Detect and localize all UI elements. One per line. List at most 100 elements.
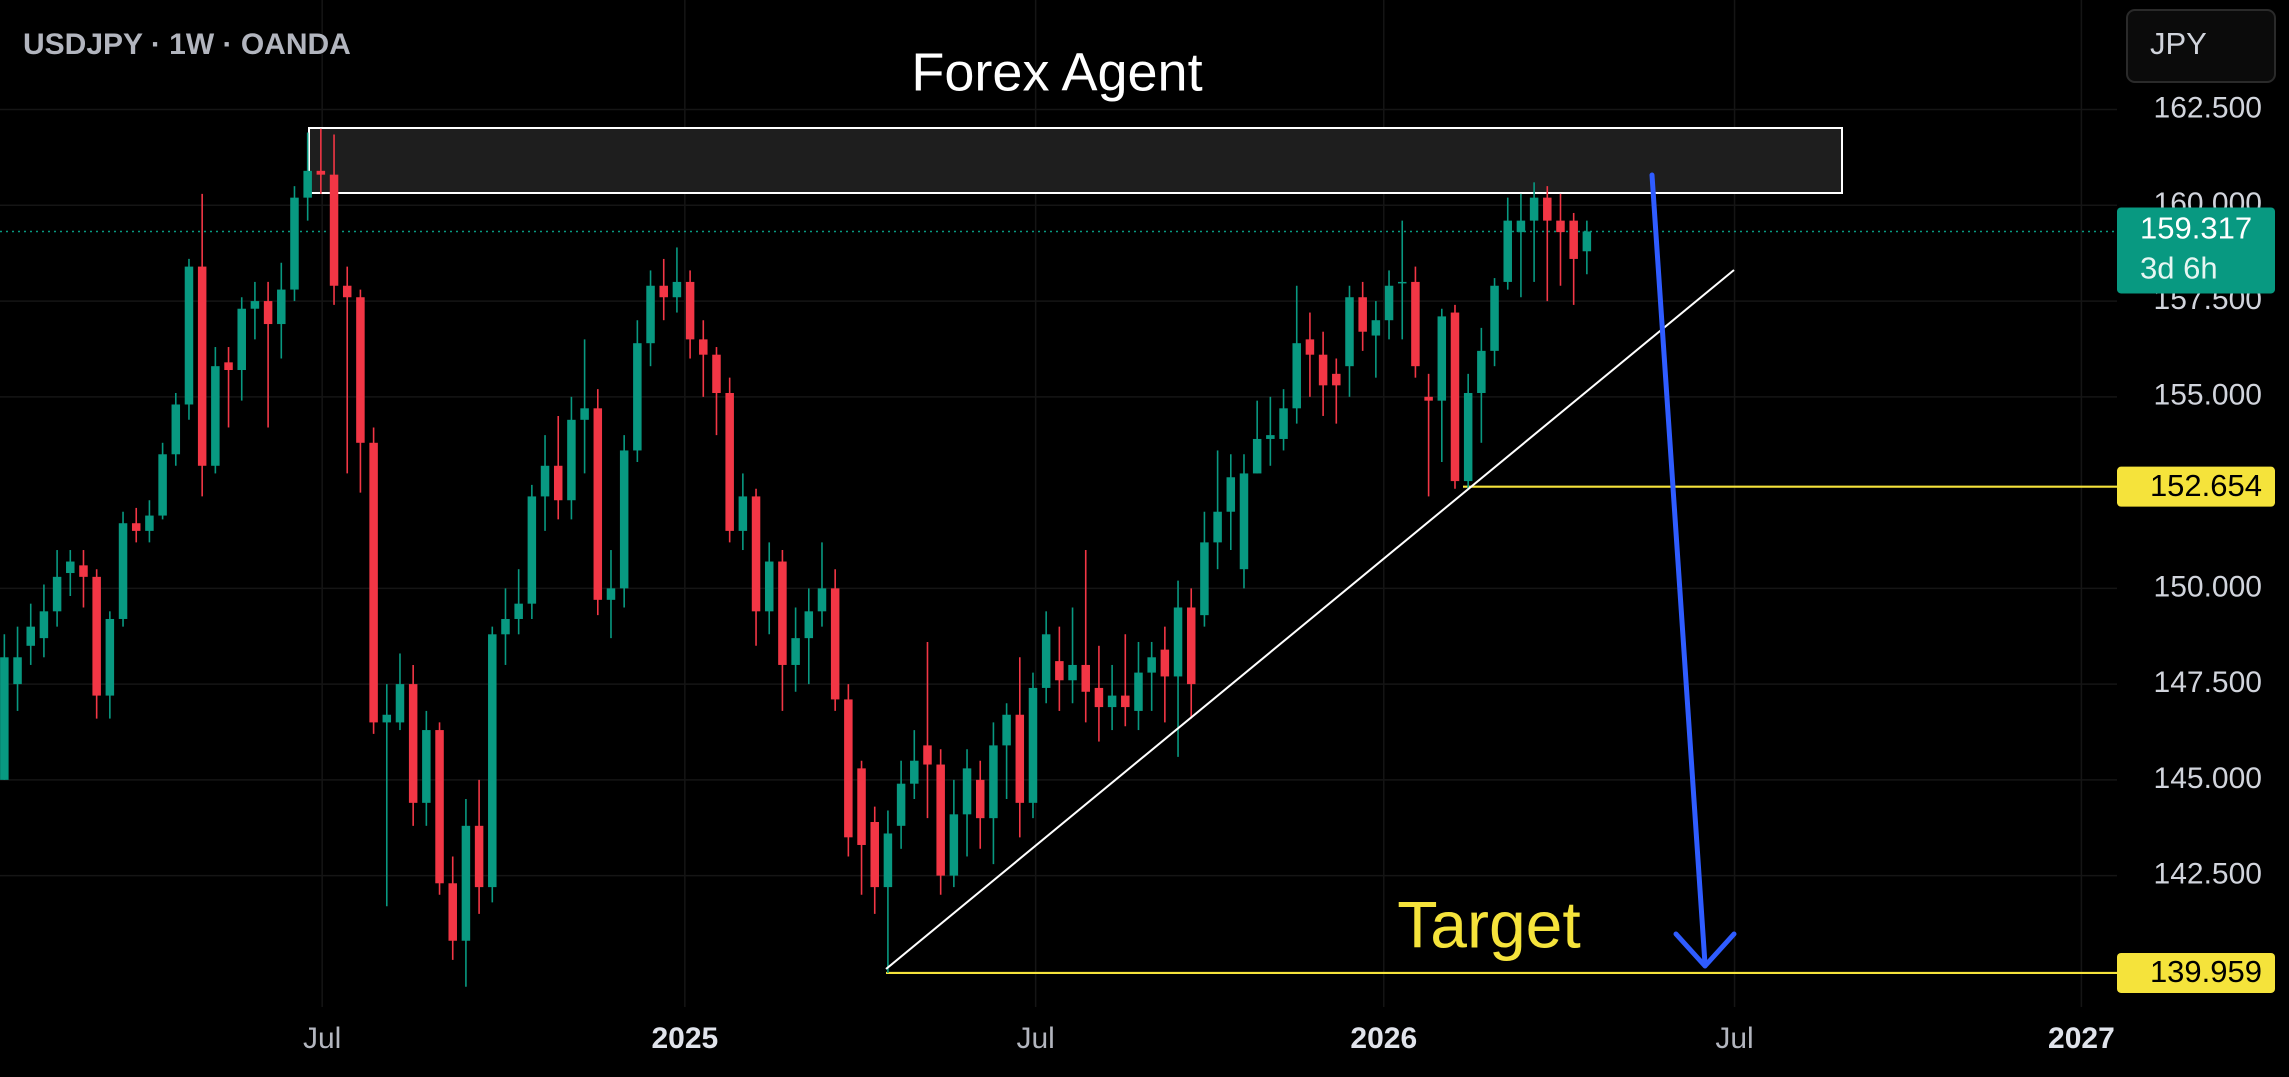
- candle-body: [1279, 408, 1288, 439]
- candle-body: [1266, 435, 1275, 439]
- candle-body: [962, 768, 972, 815]
- candle-body: [118, 523, 128, 619]
- candle-body: [52, 576, 62, 612]
- candle-body: [474, 825, 484, 888]
- candle-body: [804, 611, 814, 639]
- candle-body: [1239, 473, 1249, 570]
- zone-box: [308, 127, 1843, 194]
- candle-body: [1424, 396, 1433, 401]
- candle-body: [408, 684, 418, 803]
- candle-body: [1068, 664, 1077, 681]
- level-label: 152.654: [2150, 468, 2262, 503]
- candle-body: [1397, 281, 1407, 284]
- candle-body: [527, 496, 537, 604]
- candle-body: [1477, 350, 1486, 393]
- forecast-arrow: [1649, 172, 1708, 967]
- candles: [0, 128, 1592, 987]
- candle-body: [105, 618, 115, 696]
- candle-body: [1437, 316, 1447, 401]
- candle-body: [540, 465, 550, 497]
- candle-body: [883, 833, 893, 888]
- candle-body: [1252, 438, 1262, 474]
- candle-body: [395, 684, 405, 723]
- candle-body: [448, 883, 457, 941]
- y-tick-label: 155.000: [2154, 379, 2262, 412]
- candle-body: [672, 281, 682, 298]
- candle-body: [1015, 714, 1025, 803]
- currency-button-label[interactable]: JPY: [2150, 26, 2207, 61]
- level-badge: [2117, 952, 2275, 993]
- candle-body: [751, 496, 761, 612]
- currency-button[interactable]: [2126, 9, 2276, 83]
- candle-body: [1543, 197, 1552, 221]
- candle-body: [1028, 687, 1038, 803]
- candle-body: [224, 362, 233, 371]
- candle-body: [1134, 672, 1143, 711]
- levels: [0, 230, 2117, 975]
- candle-body: [26, 626, 35, 646]
- candle-body: [1371, 320, 1381, 336]
- last-price-label: 159.317: [2140, 211, 2252, 246]
- candle-body: [1160, 649, 1170, 677]
- x-tick-label: Jul: [1715, 1022, 1753, 1055]
- candle-body: [949, 814, 959, 876]
- x-tick-label: 2025: [651, 1022, 718, 1055]
- level-badge: [2117, 466, 2275, 507]
- countdown-label: 3d 6h: [2140, 251, 2218, 286]
- candle-body: [712, 354, 721, 393]
- candle-body: [619, 450, 629, 589]
- candle-body: [1411, 281, 1420, 367]
- candle-body: [158, 454, 167, 516]
- candle-body: [382, 714, 392, 723]
- x-tick-label: Jul: [303, 1022, 341, 1055]
- candle-body: [1490, 285, 1499, 351]
- candle-body: [989, 745, 998, 819]
- candle-body: [329, 174, 339, 286]
- candle-body: [369, 442, 378, 723]
- candle-body: [725, 392, 734, 531]
- symbol-title: USDJPY · 1W · OANDA: [23, 28, 351, 61]
- candle-body: [633, 343, 642, 451]
- candle-body: [303, 170, 312, 198]
- candle-body: [1173, 607, 1183, 677]
- candle-body: [1569, 220, 1578, 259]
- target-label: Target: [1397, 887, 1580, 961]
- candle-body: [553, 465, 563, 501]
- candle-body: [1213, 511, 1222, 543]
- candle-body: [1081, 664, 1090, 692]
- candle-body: [145, 515, 154, 531]
- candle-body: [514, 603, 523, 619]
- candle-body: [1332, 373, 1341, 386]
- candle-body: [1358, 297, 1367, 332]
- candle-body: [1292, 343, 1301, 409]
- candle-body: [79, 565, 88, 577]
- candle-body: [699, 339, 708, 355]
- candle-body: [659, 285, 668, 298]
- resistance-zone: [308, 127, 1843, 194]
- y-tick-label: 147.500: [2154, 666, 2262, 699]
- candle-body: [171, 404, 181, 455]
- candle-body: [435, 730, 444, 884]
- candle-body: [356, 297, 365, 443]
- candle-body: [501, 618, 510, 635]
- candle-body: [66, 561, 75, 574]
- candle-body: [791, 638, 800, 665]
- candle-body: [1094, 687, 1104, 708]
- candle-body: [936, 764, 945, 876]
- candle-body: [1529, 197, 1539, 221]
- candle-body: [817, 588, 827, 612]
- candle-body: [1002, 714, 1011, 746]
- candle-body: [290, 197, 299, 290]
- candle-body: [567, 419, 576, 501]
- candle-body: [237, 308, 246, 371]
- candle-body: [1305, 339, 1315, 355]
- x-tick-label: 2027: [2048, 1022, 2115, 1055]
- y-tick-label: 162.500: [2154, 91, 2262, 124]
- arrow-head: [1673, 931, 1737, 969]
- trend-line: [885, 269, 1735, 970]
- candle-body: [778, 561, 787, 665]
- axes: 142.500145.000147.500150.000155.000157.5…: [303, 91, 2262, 1054]
- candle-body: [1556, 220, 1565, 233]
- candle-body: [1186, 607, 1196, 685]
- candle-body: [13, 657, 22, 685]
